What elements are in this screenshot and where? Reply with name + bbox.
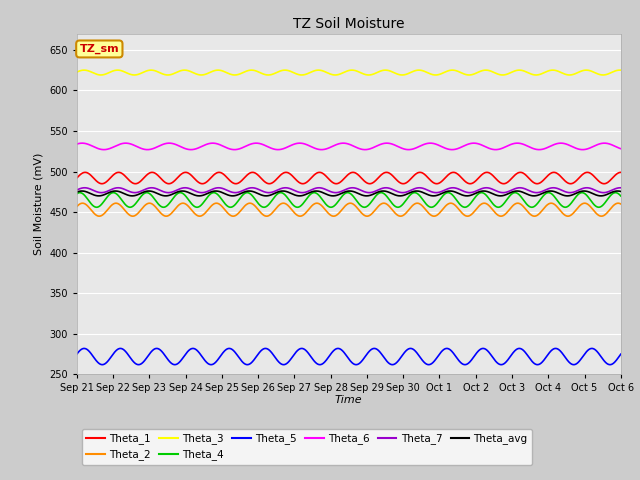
Theta_4: [73, 191, 81, 197]
Text: TZ_sm: TZ_sm: [79, 44, 119, 54]
Theta_4: [595, 204, 603, 210]
Theta_2: [323, 209, 331, 215]
Line: Theta_avg: Theta_avg: [77, 191, 621, 196]
Theta_avg: [502, 192, 509, 198]
Theta_5: [338, 347, 346, 353]
Theta_1: [617, 169, 625, 175]
Theta_2: [602, 211, 609, 217]
Theta_4: [617, 193, 625, 199]
Theta_5: [225, 346, 233, 351]
Theta_5: [100, 361, 108, 367]
Line: Theta_5: Theta_5: [77, 348, 621, 365]
Y-axis label: Soil Moisture (mV): Soil Moisture (mV): [33, 153, 44, 255]
Theta_3: [602, 72, 609, 78]
Theta_5: [502, 360, 509, 365]
Theta_3: [617, 67, 625, 73]
Theta_3: [101, 72, 109, 77]
Theta_1: [101, 180, 109, 186]
Theta_6: [617, 146, 625, 152]
Theta_5: [602, 359, 609, 365]
Theta_7: [323, 187, 331, 193]
Theta_6: [337, 140, 345, 146]
Theta_5: [617, 351, 625, 357]
Theta_avg: [323, 192, 331, 197]
Theta_4: [602, 199, 609, 205]
Theta_7: [502, 190, 509, 195]
Theta_2: [73, 204, 81, 209]
Theta_avg: [101, 192, 109, 197]
Theta_6: [602, 140, 609, 146]
Theta_1: [73, 175, 81, 181]
Theta_1: [601, 181, 609, 187]
Theta_1: [98, 181, 106, 187]
Theta_3: [449, 67, 456, 73]
Theta_1: [502, 180, 509, 186]
Line: Theta_7: Theta_7: [77, 188, 621, 192]
X-axis label: Time: Time: [335, 395, 363, 405]
Theta_avg: [338, 191, 346, 196]
Theta_avg: [602, 192, 609, 198]
Theta_2: [598, 213, 605, 219]
Theta_6: [426, 140, 434, 146]
Theta_7: [516, 185, 524, 191]
Theta_3: [73, 69, 81, 75]
Theta_6: [602, 140, 609, 146]
Theta_6: [404, 147, 412, 153]
Theta_2: [617, 201, 625, 207]
Theta_6: [502, 144, 509, 150]
Theta_6: [100, 147, 108, 153]
Theta_5: [425, 362, 433, 368]
Theta_5: [323, 356, 331, 362]
Theta_avg: [617, 189, 625, 194]
Theta_4: [76, 190, 84, 195]
Theta_7: [338, 189, 346, 194]
Line: Theta_3: Theta_3: [77, 70, 621, 75]
Theta_5: [73, 351, 81, 357]
Theta_7: [97, 190, 105, 195]
Theta_4: [323, 203, 331, 208]
Theta_7: [617, 185, 625, 191]
Theta_4: [602, 200, 609, 205]
Theta_4: [502, 199, 509, 204]
Theta_1: [338, 178, 346, 184]
Theta_3: [502, 72, 509, 77]
Theta_3: [97, 72, 104, 78]
Theta_7: [602, 190, 609, 195]
Theta_7: [602, 190, 609, 195]
Line: Theta_1: Theta_1: [77, 172, 621, 184]
Theta_6: [323, 146, 331, 152]
Theta_avg: [597, 193, 605, 199]
Theta_3: [602, 72, 609, 78]
Theta_avg: [78, 188, 86, 194]
Line: Theta_6: Theta_6: [77, 143, 621, 150]
Theta_2: [338, 207, 346, 213]
Theta_1: [323, 174, 331, 180]
Theta_2: [100, 210, 108, 216]
Theta_7: [73, 187, 81, 193]
Theta_5: [602, 360, 609, 365]
Line: Theta_2: Theta_2: [77, 203, 621, 216]
Theta_6: [73, 141, 81, 147]
Theta_avg: [73, 189, 81, 195]
Theta_2: [502, 211, 509, 217]
Line: Theta_4: Theta_4: [77, 192, 621, 207]
Theta_2: [602, 212, 609, 217]
Theta_2: [146, 200, 154, 206]
Theta_avg: [602, 192, 609, 198]
Theta_4: [101, 197, 109, 203]
Theta_7: [101, 189, 109, 195]
Theta_3: [338, 71, 346, 76]
Legend: Theta_1, Theta_2, Theta_3, Theta_4, Theta_5, Theta_6, Theta_7, Theta_avg: Theta_1, Theta_2, Theta_3, Theta_4, Thet…: [82, 429, 532, 465]
Theta_3: [323, 70, 331, 75]
Title: TZ Soil Moisture: TZ Soil Moisture: [293, 17, 404, 31]
Theta_1: [602, 180, 609, 186]
Theta_4: [338, 194, 346, 200]
